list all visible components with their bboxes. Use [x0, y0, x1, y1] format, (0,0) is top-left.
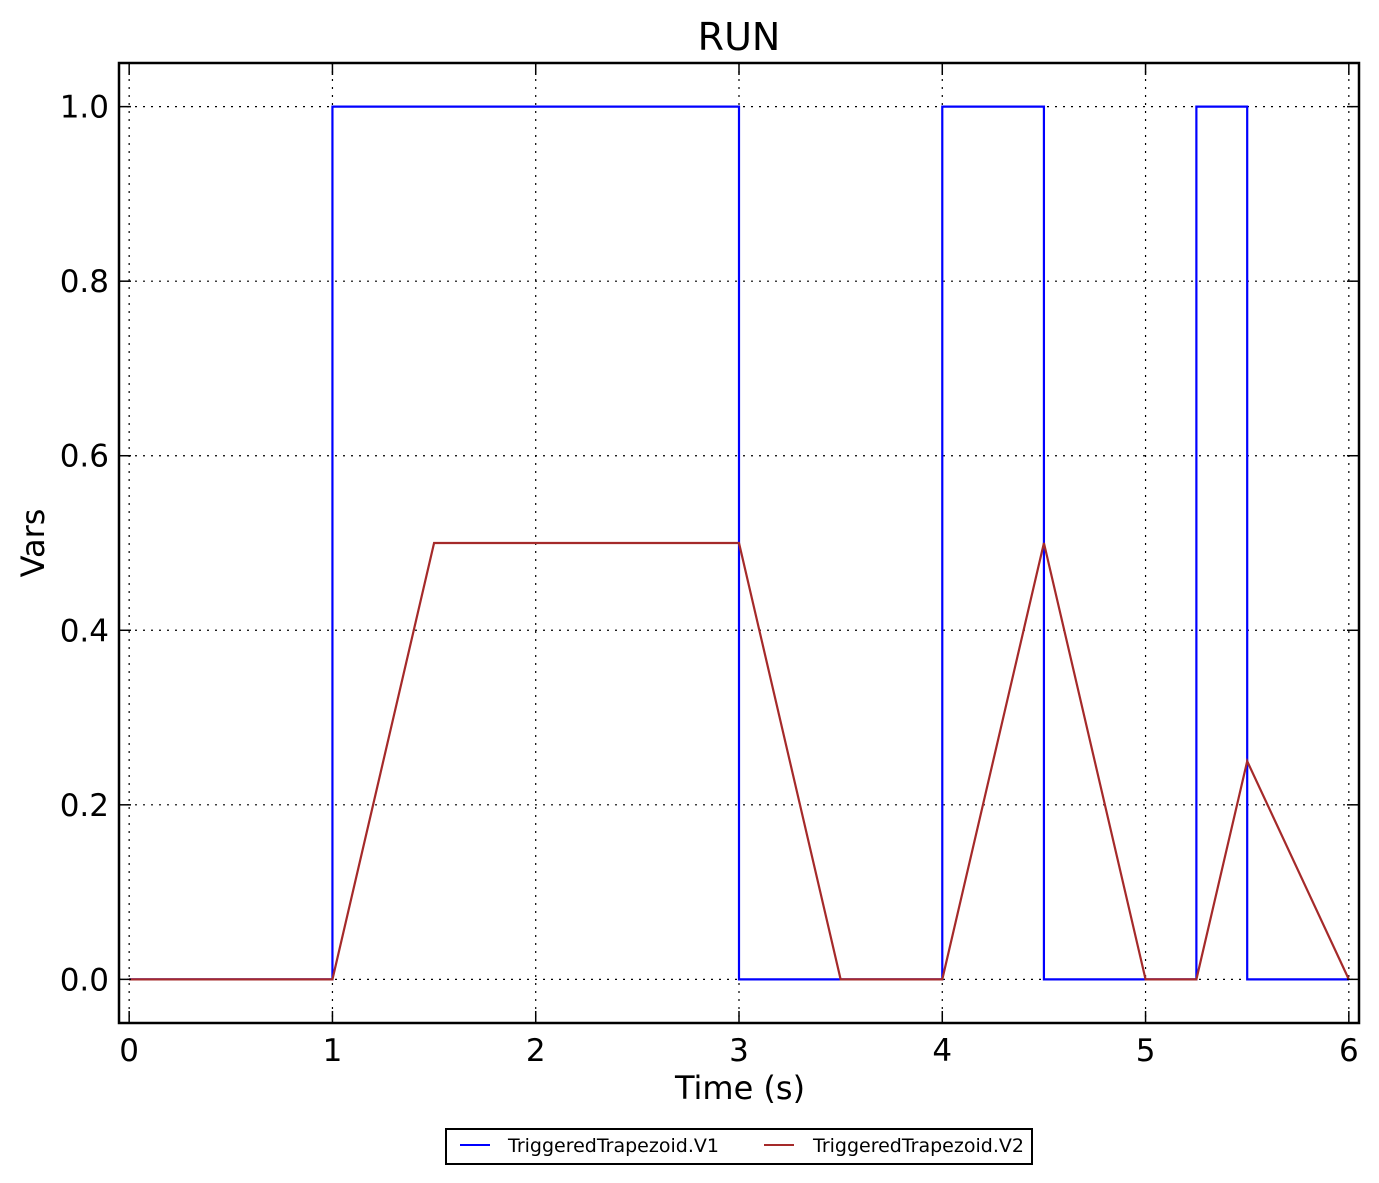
x-tick-label: 0 [119, 1033, 139, 1069]
x-tick-label: 4 [932, 1033, 952, 1069]
legend: TriggeredTrapezoid.V1 TriggeredTrapezoid… [445, 1128, 1033, 1165]
y-tick-label: 0.2 [60, 788, 109, 824]
legend-label-v2: TriggeredTrapezoid.V2 [812, 1135, 1024, 1157]
y-axis-label: Vars [14, 509, 52, 578]
y-tick-label: 0.4 [60, 613, 109, 649]
y-tick-label: 1.0 [60, 90, 109, 126]
y-tick-label: 0.0 [60, 962, 109, 998]
tick-labels: 0 1 2 3 4 5 6 0.0 0.2 0.4 0.6 0.8 1.0 [60, 90, 1359, 1069]
series-layer [129, 105, 1350, 981]
x-tick-label: 6 [1339, 1033, 1359, 1069]
legend-frame [445, 1128, 1033, 1165]
y-tick-label: 0.8 [60, 264, 109, 300]
x-tick-label: 1 [323, 1033, 343, 1069]
series-line-v2 [129, 541, 1350, 981]
chart-title: RUN [698, 15, 781, 59]
x-axis-label: Time (s) [674, 1069, 805, 1107]
ticks [119, 63, 1359, 1023]
x-tick-label: 3 [729, 1033, 749, 1069]
x-tick-label: 2 [526, 1033, 546, 1069]
legend-label-v1: TriggeredTrapezoid.V1 [507, 1135, 719, 1157]
series-line-v1 [129, 105, 1349, 981]
x-tick-label: 5 [1136, 1033, 1156, 1069]
y-tick-label: 0.6 [60, 439, 109, 475]
